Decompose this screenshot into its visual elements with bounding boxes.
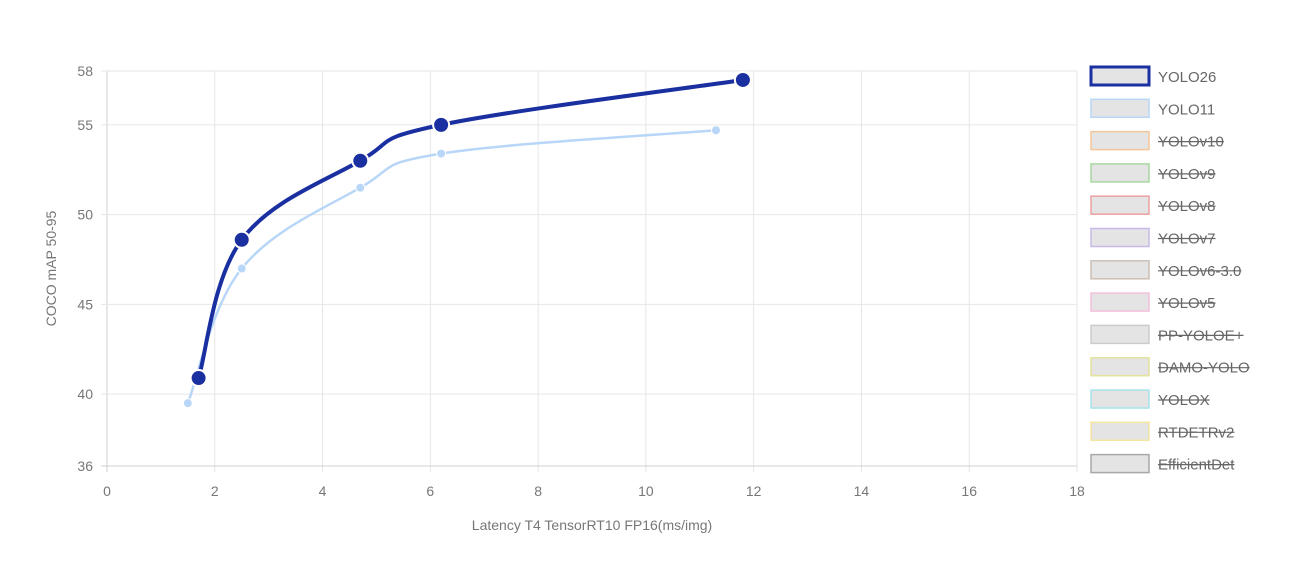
y-tick-label: 50 (77, 207, 93, 223)
legend-swatch-yolo26[interactable] (1089, 65, 1151, 87)
data-point-yolo11[interactable] (182, 398, 193, 409)
y-tick-label: 58 (77, 63, 93, 79)
x-tick-label: 14 (854, 483, 870, 499)
y-tick-label: 45 (77, 296, 93, 312)
x-tick-label: 2 (211, 483, 219, 499)
x-tick-label: 6 (426, 483, 434, 499)
data-point-yolo11[interactable] (355, 182, 366, 193)
x-tick-label: 10 (638, 483, 654, 499)
legend-swatch-yolov10[interactable] (1090, 130, 1150, 151)
data-point-yolo11[interactable] (710, 125, 721, 136)
legend-swatch-yolov9[interactable] (1090, 163, 1150, 183)
x-tick-label: 4 (319, 483, 327, 499)
y-tick-label: 36 (77, 458, 93, 474)
legend-swatch-yolov7[interactable] (1090, 227, 1150, 248)
data-point-yolo26[interactable] (351, 151, 370, 170)
x-tick-label: 8 (534, 483, 542, 499)
legend-swatch-efficientdet[interactable] (1090, 453, 1150, 474)
legend-swatch-rtdetrv2[interactable] (1090, 421, 1150, 442)
y-tick-label: 40 (77, 386, 93, 402)
x-axis-title: Latency T4 TensorRT10 FP16(ms/img) (472, 517, 712, 533)
legend-swatch-yolov5[interactable] (1090, 292, 1150, 312)
legend-swatch-yolov8[interactable] (1090, 195, 1150, 215)
data-point-yolo26[interactable] (232, 230, 251, 249)
legend-item-yolo26[interactable]: YOLO26 (1158, 69, 1216, 86)
legend-swatch-damo-yolo[interactable] (1090, 356, 1150, 377)
legend-swatch-yolo11[interactable] (1090, 98, 1150, 119)
series-line-yolo11 (186, 129, 718, 405)
y-axis-title: COCO mAP 50-95 (43, 210, 59, 326)
data-point-yolo11[interactable] (236, 263, 247, 274)
x-tick-label: 16 (961, 483, 977, 499)
data-point-yolo26[interactable] (189, 369, 208, 388)
data-point-yolo11[interactable] (436, 148, 447, 159)
legend-item-yolo11[interactable]: YOLO11 (1158, 101, 1215, 118)
x-tick-label: 18 (1069, 483, 1085, 499)
legend-swatch-yolox[interactable] (1090, 389, 1150, 409)
data-point-yolo26[interactable] (733, 70, 752, 89)
legend-swatch-yolov6-3-0[interactable] (1090, 260, 1150, 280)
y-tick-label: 55 (77, 117, 93, 133)
data-point-yolo26[interactable] (432, 115, 451, 134)
series-line-yolo26 (196, 77, 745, 381)
x-tick-label: 12 (746, 483, 762, 499)
legend-swatch-pp-yoloe[interactable] (1090, 324, 1150, 345)
x-tick-label: 0 (103, 483, 111, 499)
